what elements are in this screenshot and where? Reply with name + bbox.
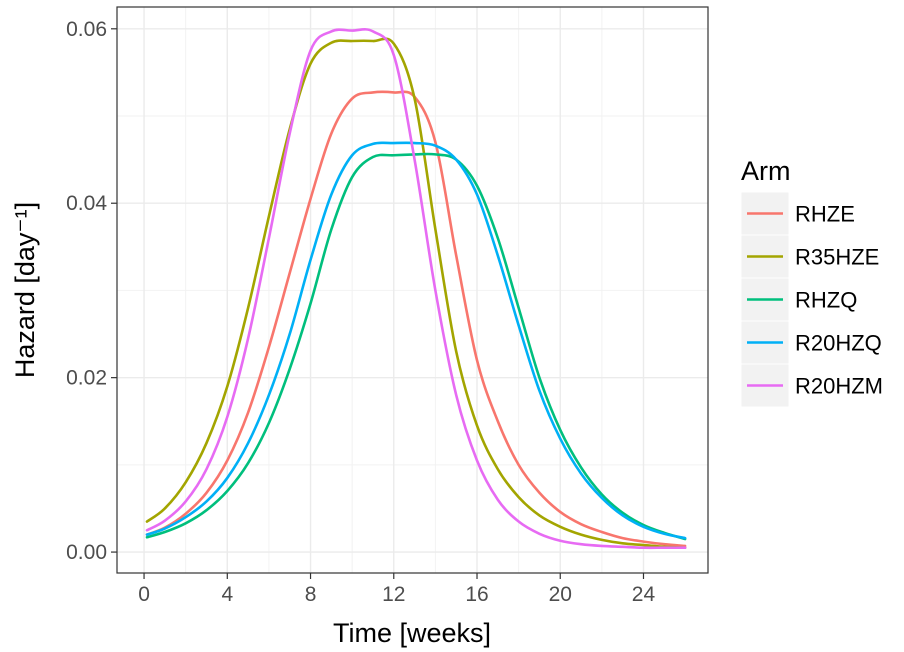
legend: Arm RHZE R35HZE RHZQ R20HZQ R20HZM bbox=[740, 156, 883, 408]
x-tick-label: 8 bbox=[305, 583, 317, 606]
series-line-rhze bbox=[145, 90, 687, 548]
x-tick-label: 24 bbox=[632, 583, 656, 606]
legend-label-r35hze: R35HZE bbox=[795, 245, 879, 270]
x-tick-label: 16 bbox=[465, 583, 488, 606]
legend-title: Arm bbox=[741, 156, 791, 186]
legend-keys: RHZE R35HZE RHZQ R20HZQ R20HZM bbox=[740, 191, 883, 408]
series-line-r35hze bbox=[145, 37, 687, 550]
axes: 0 4 8 12 16 20 24 0.00 0.02 0.04 0.06 bbox=[66, 18, 655, 606]
x-axis-title: Time [weeks] bbox=[333, 618, 491, 648]
series-lines bbox=[145, 28, 687, 550]
legend-label-r20hzq: R20HZQ bbox=[795, 331, 882, 356]
legend-label-rhze: RHZE bbox=[795, 202, 855, 227]
x-tick-label: 0 bbox=[138, 583, 150, 606]
series-line-r20hzq bbox=[145, 141, 687, 540]
y-tick-label: 0.04 bbox=[66, 192, 107, 215]
legend-label-r20hzm: R20HZM bbox=[795, 374, 883, 399]
panel-border bbox=[116, 6, 709, 574]
series-line-r20hzm bbox=[145, 28, 687, 550]
y-tick-label: 0.06 bbox=[66, 18, 107, 41]
x-tick-label: 20 bbox=[549, 583, 572, 606]
x-tick-label: 12 bbox=[382, 583, 405, 606]
y-tick-label: 0.00 bbox=[66, 541, 107, 564]
y-axis-title: Hazard [day⁻¹] bbox=[10, 202, 40, 378]
x-tick-label: 4 bbox=[221, 583, 233, 606]
legend-label-rhzq: RHZQ bbox=[795, 288, 857, 313]
y-tick-label: 0.02 bbox=[66, 367, 107, 390]
